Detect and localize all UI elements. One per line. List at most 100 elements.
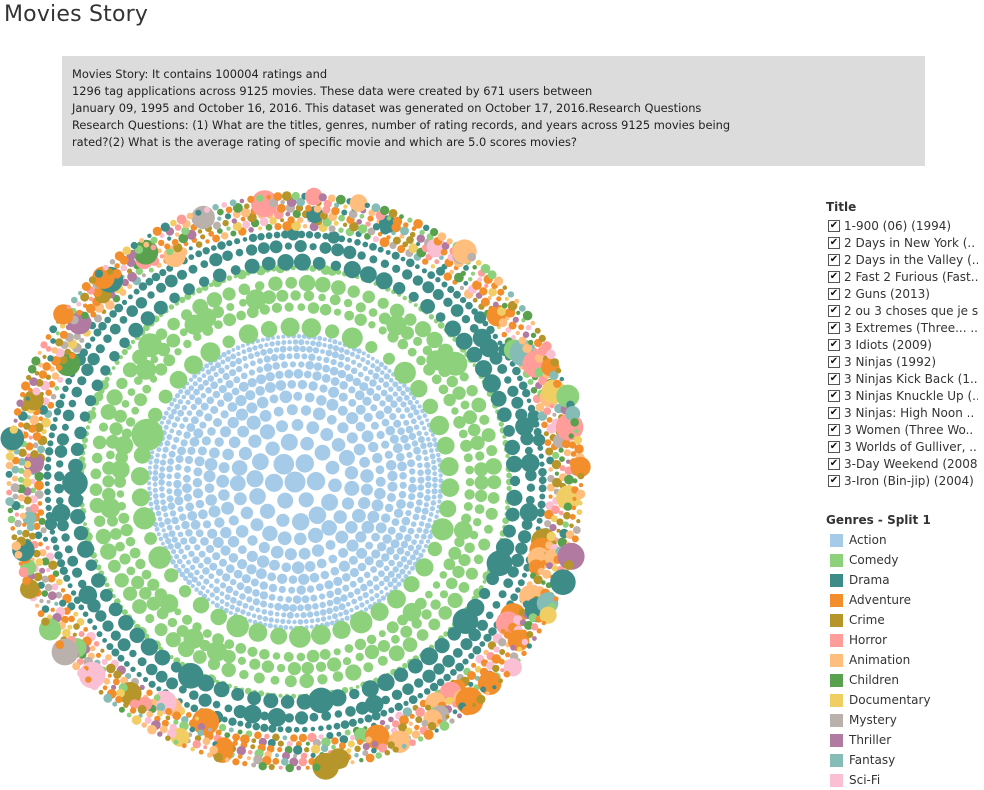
bubble-action[interactable] — [162, 446, 169, 453]
bubble-drama[interactable] — [108, 602, 123, 617]
bubble-horror[interactable] — [264, 733, 270, 740]
bubble-drama[interactable] — [151, 272, 161, 282]
bubble-children[interactable] — [559, 456, 565, 462]
bubble-drama[interactable] — [93, 328, 102, 337]
bubble-action[interactable] — [408, 432, 417, 441]
bubble-action[interactable] — [328, 386, 340, 398]
bubble-comedy[interactable] — [169, 655, 174, 660]
bubble-action[interactable] — [237, 559, 248, 570]
bubble-drama[interactable] — [91, 379, 104, 392]
bubble-action[interactable] — [346, 412, 359, 425]
bubble-horror[interactable] — [29, 503, 39, 514]
bubble-crime[interactable] — [137, 704, 147, 714]
bubble-action[interactable] — [396, 561, 404, 568]
bubble-crime[interactable] — [195, 241, 203, 248]
bubble-comedy[interactable] — [474, 475, 489, 490]
bubble-action[interactable] — [360, 483, 373, 496]
bubble-horror[interactable] — [500, 668, 505, 673]
bubble-action[interactable] — [182, 483, 192, 494]
bubble-action[interactable] — [230, 597, 237, 604]
bubble-comedy[interactable] — [92, 435, 107, 450]
bubble-adventure[interactable] — [399, 715, 409, 726]
bubble-action[interactable] — [177, 409, 185, 417]
bubble-action[interactable] — [240, 343, 245, 348]
bubble-drama[interactable] — [267, 708, 287, 727]
bubble-comedy[interactable] — [391, 634, 400, 644]
bubble-adventure[interactable] — [282, 221, 292, 231]
bubble-action[interactable] — [406, 501, 415, 509]
bubble-mystery[interactable] — [40, 527, 47, 534]
bubble-action[interactable] — [190, 403, 197, 411]
bubble-crime[interactable] — [492, 664, 500, 673]
bubble-action[interactable] — [276, 513, 290, 527]
bubble-children[interactable] — [399, 214, 404, 219]
bubble-adventure[interactable] — [18, 422, 24, 428]
bubble-comedy[interactable] — [459, 372, 469, 382]
bubble-action[interactable] — [169, 428, 175, 434]
bubble-documentary[interactable] — [550, 515, 558, 523]
bubble-comedy[interactable] — [179, 296, 186, 304]
bubble-comedy[interactable] — [183, 339, 192, 349]
bubble-action[interactable] — [411, 440, 419, 447]
bubble-drama[interactable] — [468, 681, 474, 687]
bubble-drama[interactable] — [475, 360, 493, 378]
bubble-adventure[interactable] — [28, 387, 33, 393]
bubble-action[interactable] — [335, 530, 349, 544]
bubble-action[interactable] — [400, 555, 408, 563]
bubble-animation[interactable] — [313, 205, 322, 213]
bubble-action[interactable] — [203, 578, 210, 585]
bubble-comedy[interactable] — [425, 590, 433, 599]
bubble-comedy[interactable] — [370, 602, 389, 621]
bubble-action[interactable] — [341, 497, 355, 510]
bubble-drama[interactable] — [490, 390, 507, 407]
bubble-drama[interactable] — [77, 540, 95, 558]
bubble-action[interactable] — [166, 419, 172, 425]
bubble-horror[interactable] — [365, 221, 371, 227]
bubble-action[interactable] — [182, 554, 188, 560]
bubble-comedy[interactable] — [121, 428, 132, 439]
bubble-comedy[interactable] — [155, 328, 168, 340]
bubble-comedy[interactable] — [285, 276, 298, 289]
bubble-crime[interactable] — [550, 358, 559, 367]
bubble-drama[interactable] — [546, 456, 554, 465]
bubble-drama[interactable] — [526, 643, 532, 649]
bubble-comedy[interactable] — [378, 630, 386, 638]
bubble-mystery[interactable] — [573, 526, 581, 534]
bubble-action[interactable] — [310, 594, 318, 602]
bubble-drama[interactable] — [450, 669, 457, 676]
bubble-action[interactable] — [247, 535, 258, 546]
bubble-comedy[interactable] — [343, 298, 353, 308]
bubble-comedy[interactable] — [135, 267, 143, 275]
bubble-comedy[interactable] — [226, 614, 249, 638]
bubble-action[interactable] — [190, 583, 195, 589]
bubble-comedy[interactable] — [473, 518, 482, 527]
bubble-drama[interactable] — [482, 320, 489, 327]
bubble-action[interactable] — [202, 567, 210, 575]
bubble-drama[interactable] — [489, 351, 503, 365]
bubble-crime[interactable] — [555, 367, 562, 374]
bubble-drama[interactable] — [54, 483, 64, 494]
bubble-action[interactable] — [364, 556, 374, 566]
bubble-action[interactable] — [355, 531, 367, 543]
bubble-comedy[interactable] — [122, 362, 138, 378]
bubble-drama[interactable] — [420, 299, 435, 314]
bubble-action[interactable] — [345, 521, 358, 534]
bubble-comedy[interactable] — [131, 406, 140, 415]
bubble-adventure[interactable] — [47, 401, 55, 409]
bubble-thriller[interactable] — [510, 644, 517, 651]
bubble-action[interactable] — [257, 614, 263, 621]
bubble-action[interactable] — [360, 469, 374, 483]
checkbox-checked-icon[interactable]: ✔ — [828, 389, 840, 402]
bubble-drama[interactable] — [479, 588, 491, 600]
bubble-comedy[interactable] — [397, 338, 409, 350]
bubble-drama[interactable] — [422, 281, 435, 294]
bubble-thriller[interactable] — [371, 740, 379, 748]
bubble-drama[interactable] — [73, 596, 82, 604]
bubble-action[interactable] — [265, 441, 280, 456]
bubble-comedy[interactable] — [223, 313, 237, 327]
bubble-action[interactable] — [407, 570, 412, 575]
bubble-animation[interactable] — [365, 736, 373, 743]
bubble-adventure[interactable] — [413, 219, 423, 229]
bubble-drama[interactable] — [550, 569, 576, 595]
bubble-drama[interactable] — [243, 704, 262, 724]
